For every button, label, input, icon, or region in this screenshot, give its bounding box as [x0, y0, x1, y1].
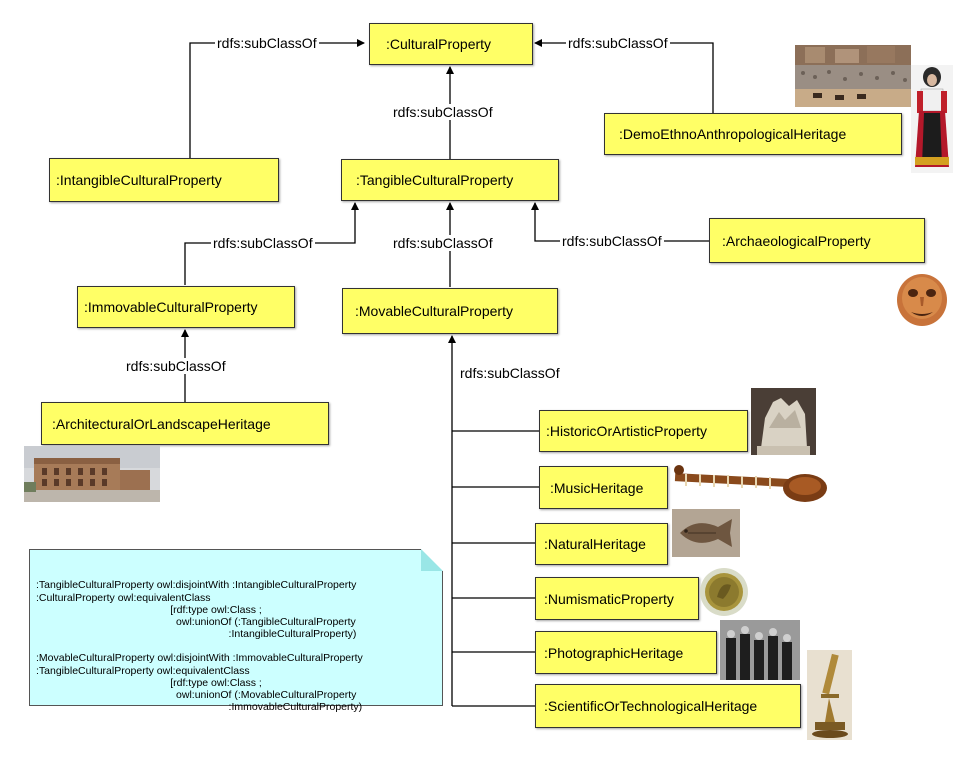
edge-label-intangible: rdfs:subClassOf — [215, 35, 319, 51]
node-cultural-property[interactable]: :CulturalProperty — [369, 23, 533, 65]
edge-label-movable-subclasses: rdfs:subClassOf — [458, 365, 562, 381]
node-movable-cultural-property[interactable]: :MovableCulturalProperty — [342, 288, 558, 334]
note-line: [rdf:type owl:Class ; — [36, 603, 262, 616]
edge-label-archaeological: rdfs:subClassOf — [560, 233, 664, 249]
traditional-costume-photo — [911, 65, 953, 173]
note-line: :CulturalProperty owl:equivalentClass — [36, 591, 211, 604]
node-tangible-cultural-property[interactable]: :TangibleCulturalProperty — [341, 159, 559, 201]
historic-group-photograph — [720, 620, 800, 680]
owl-axioms-note: :TangibleCulturalProperty owl:disjointWi… — [29, 549, 443, 713]
edge-label-immovable: rdfs:subClassOf — [211, 235, 315, 251]
node-archaeological-property[interactable]: :ArchaeologicalProperty — [709, 218, 925, 263]
note-line: :MovableCulturalProperty owl:disjointWit… — [36, 652, 363, 665]
archaeological-mask-photo — [893, 268, 951, 330]
node-scientific-or-technological-heritage[interactable]: :ScientificOrTechnologicalHeritage — [535, 684, 801, 728]
edge-label-architectural: rdfs:subClassOf — [124, 358, 228, 374]
note-line: :IntangibleCulturalProperty) — [36, 628, 357, 641]
sculpture-photo — [751, 388, 816, 455]
node-historic-or-artistic-property[interactable]: :HistoricOrArtisticProperty — [539, 410, 748, 452]
fossil-fish-photo — [672, 509, 740, 557]
edge-label-tangible: rdfs:subClassOf — [391, 104, 495, 120]
node-demo-ethno-anthropological-heritage[interactable]: :DemoEthnoAnthropologicalHeritage — [604, 113, 902, 155]
note-line — [36, 640, 436, 652]
note-line: :ImmovableCulturalProperty) — [36, 701, 363, 714]
note-line: [rdf:type owl:Class ; — [36, 676, 262, 689]
sitar-instrument-photo — [671, 458, 829, 504]
note-line: owl:unionOf (:TangibleCulturalProperty — [36, 616, 356, 629]
edge-intangible-cultural — [189, 39, 365, 158]
edge-label-demoethno: rdfs:subClassOf — [566, 35, 670, 51]
palio-crowd-photo — [795, 45, 911, 107]
node-natural-heritage[interactable]: :NaturalHeritage — [535, 523, 668, 565]
architectural-building-photo — [24, 446, 160, 502]
ancient-coin-photo — [699, 567, 749, 617]
edge-demoethno-cultural — [534, 39, 714, 113]
node-numismatic-property[interactable]: :NumismaticProperty — [535, 577, 699, 620]
note-folded-corner — [421, 549, 443, 571]
edge-label-movable: rdfs:subClassOf — [391, 235, 495, 251]
node-intangible-cultural-property[interactable]: :IntangibleCulturalProperty — [49, 158, 279, 202]
node-music-heritage[interactable]: :MusicHeritage — [539, 466, 668, 509]
note-line: :TangibleCulturalProperty owl:disjointWi… — [36, 579, 357, 592]
antique-microscope-photo — [807, 650, 852, 740]
note-line: owl:unionOf (:MovableCulturalProperty — [36, 689, 357, 702]
node-immovable-cultural-property[interactable]: :ImmovableCulturalProperty — [77, 286, 295, 328]
note-line: :TangibleCulturalProperty owl:equivalent… — [36, 664, 250, 677]
node-architectural-or-landscape-heritage[interactable]: :ArchitecturalOrLandscapeHeritage — [41, 402, 329, 445]
node-photographic-heritage[interactable]: :PhotographicHeritage — [535, 631, 717, 674]
